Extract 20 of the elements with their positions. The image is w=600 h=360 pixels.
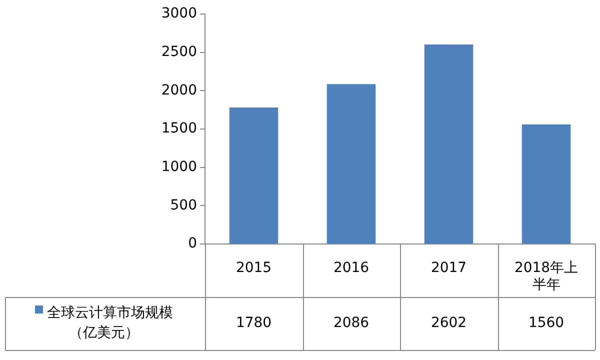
bar (424, 44, 474, 244)
y-tick-label: 2000 (161, 82, 197, 98)
data-label: 1560 (528, 315, 564, 332)
y-tick-label: 1000 (161, 158, 197, 175)
bar (522, 124, 571, 244)
y-tick-label: 500 (170, 197, 197, 214)
data-label: 2602 (430, 315, 467, 332)
x-tick-label: 2015 (236, 260, 272, 276)
y-tick-label: 2500 (161, 44, 197, 60)
data-label: 1780 (236, 315, 272, 332)
data-label: 2086 (333, 315, 370, 332)
bar (326, 84, 376, 244)
x-tick-label: 2016 (333, 260, 370, 276)
x-tick-label: 2018年上半年 (514, 260, 578, 293)
legend-label: 全球云计算市场规模（亿美元） (47, 305, 173, 342)
y-tick-label: 0 (188, 236, 197, 252)
bar (229, 108, 278, 244)
x-tick-label: 2017 (430, 260, 467, 276)
y-tick-label: 3000 (161, 6, 197, 22)
y-tick-label: 1500 (161, 120, 197, 137)
